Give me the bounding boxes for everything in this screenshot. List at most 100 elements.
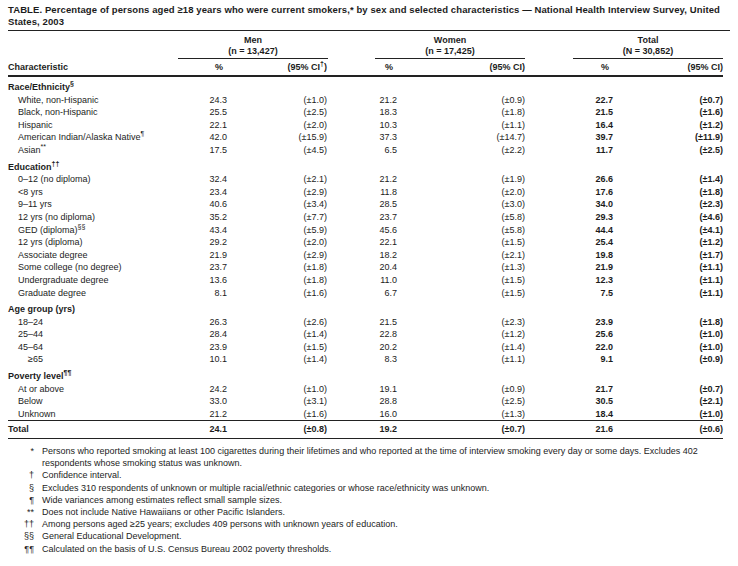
row-label-cell: Below xyxy=(8,395,178,408)
table-row: ≥6510.1(±1.4)8.3(±1.1)9.1(±0.9) xyxy=(8,353,723,366)
section-row: Poverty level¶¶ xyxy=(8,366,723,383)
cell-total-ci: (±1.0) xyxy=(613,408,723,421)
cell-total-pct: 7.5 xyxy=(525,287,613,300)
cell-women-ci: (±2.0) xyxy=(397,186,525,199)
table-row: At or above24.2(±1.0)19.1(±0.9)21.7(±0.7… xyxy=(8,383,723,396)
cell-men-ci: (±1.6) xyxy=(227,287,327,300)
men-ci-header: (95% CI†) xyxy=(227,59,327,76)
row-label: 25–44 xyxy=(18,329,43,339)
cell-women-ci: (±14.7) xyxy=(397,131,525,144)
cell-men-ci: (±5.9) xyxy=(227,224,327,237)
section-spacer xyxy=(178,76,723,94)
row-label-cell: Unknown xyxy=(8,408,178,421)
cell-women-ci: (±5.8) xyxy=(397,224,525,237)
row-label-cell: 12 yrs (no diploma) xyxy=(8,211,178,224)
footnote-symbol: ¶ xyxy=(8,494,34,506)
cell-total-pct: 30.5 xyxy=(525,395,613,408)
table-row: 9–11 yrs40.6(±3.4)28.5(±3.0)34.0(±2.3) xyxy=(8,198,723,211)
cell-total-pct: 21.5 xyxy=(525,106,613,119)
title-rule xyxy=(8,30,730,31)
footnote: **Does not include Native Hawaiians or o… xyxy=(8,506,730,518)
cell-total-pct: 16.4 xyxy=(525,119,613,132)
footnote-marker: ¶ xyxy=(141,130,145,137)
section-spacer xyxy=(178,366,723,383)
footnote-marker: †† xyxy=(52,160,60,167)
row-label: Total xyxy=(8,424,29,434)
cell-total-ci: (±1.0) xyxy=(613,328,723,341)
cell-men-pct: 23.4 xyxy=(178,186,227,199)
row-label-cell: Black, non-Hispanic xyxy=(8,106,178,119)
table-row: GED (diploma)§§43.4(±5.9)45.6(±5.8)44.4(… xyxy=(8,224,723,237)
cell-women-ci: (±1.1) xyxy=(397,119,525,132)
footnote-symbol: * xyxy=(8,445,34,469)
cell-men-ci: (±2.9) xyxy=(227,249,327,262)
cell-total-ci: (±11.9) xyxy=(613,131,723,144)
cell-total-pct: 22.0 xyxy=(525,341,613,354)
group-total-n: (N = 30,852) xyxy=(573,46,723,57)
cell-men-pct: 21.2 xyxy=(178,408,227,421)
cell-women-ci: (±5.8) xyxy=(397,211,525,224)
cell-women-ci: (±1.5) xyxy=(397,236,525,249)
cell-men-pct: 25.5 xyxy=(178,106,227,119)
table-row: 12 yrs (diploma)29.2(±2.0)22.1(±1.5)25.4… xyxy=(8,236,723,249)
cell-women-pct: 6.5 xyxy=(327,144,397,157)
row-label: Poverty level xyxy=(8,371,64,381)
footnote-symbol: †† xyxy=(8,518,34,530)
row-label: Some college (no degree) xyxy=(18,262,122,272)
total-pct-header: % xyxy=(525,59,613,76)
row-label-cell: Education†† xyxy=(8,157,178,174)
cell-total-ci: (±0.7) xyxy=(613,94,723,107)
footnote-text: Among persons aged ≥25 years; excludes 4… xyxy=(34,518,730,530)
row-label: Graduate degree xyxy=(18,288,86,298)
table-row: Associate degree21.9(±2.9)18.2(±2.1)19.8… xyxy=(8,249,723,262)
cell-men-pct: 24.1 xyxy=(178,421,227,439)
cell-men-pct: 10.1 xyxy=(178,353,227,366)
table-row: 45–6423.9(±1.5)20.2(±1.4)22.0(±1.0) xyxy=(8,341,723,354)
cell-total-ci: (±1.2) xyxy=(613,236,723,249)
cell-total-ci: (±1.4) xyxy=(613,173,723,186)
footnotes: *Persons who reported smoking at least 1… xyxy=(8,445,730,555)
cell-women-ci: (±1.8) xyxy=(397,106,525,119)
cell-men-pct: 32.4 xyxy=(178,173,227,186)
cell-women-pct: 20.2 xyxy=(327,341,397,354)
footnote-marker: ** xyxy=(41,143,46,150)
cell-total-ci: (±1.0) xyxy=(613,341,723,354)
row-label: At or above xyxy=(18,384,64,394)
cell-total-ci: (±1.7) xyxy=(613,249,723,262)
row-label-cell: 25–44 xyxy=(8,328,178,341)
footnote-marker: § xyxy=(70,80,74,87)
table-row: 18–2426.3(±2.6)21.5(±2.3)23.9(±1.8) xyxy=(8,316,723,329)
cell-total-ci: (±4.6) xyxy=(613,211,723,224)
total-row: Total24.1(±0.8)19.2(±0.7)21.6(±0.6) xyxy=(8,421,723,439)
men-pct-header: % xyxy=(178,59,227,76)
cell-men-pct: 40.6 xyxy=(178,198,227,211)
cell-men-pct: 24.3 xyxy=(178,94,227,107)
cell-women-ci: (±2.1) xyxy=(397,249,525,262)
footnote-symbol: §§ xyxy=(8,530,34,542)
cell-total-pct: 29.3 xyxy=(525,211,613,224)
table-body: Race/Ethnicity§White, non-Hispanic24.3(±… xyxy=(8,76,723,439)
section-spacer xyxy=(178,157,723,174)
cell-women-pct: 37.3 xyxy=(327,131,397,144)
row-label: Hispanic xyxy=(18,120,53,130)
cell-total-ci: (±1.1) xyxy=(613,274,723,287)
cell-women-ci: (±1.5) xyxy=(397,274,525,287)
footnote: ††Among persons aged ≥25 years; excludes… xyxy=(8,518,730,530)
group-women-rule: Women (n = 17,425) xyxy=(375,33,525,59)
cell-total-ci: (±2.3) xyxy=(613,198,723,211)
cell-men-ci: (±1.4) xyxy=(227,353,327,366)
row-label-cell: Graduate degree xyxy=(8,287,178,300)
cell-women-pct: 6.7 xyxy=(327,287,397,300)
group-header-row: Men (n = 13,427) Women (n = 17,425) Tota… xyxy=(8,33,723,59)
table-row: Undergraduate degree13.6(±1.8)11.0(±1.5)… xyxy=(8,274,723,287)
cell-women-ci: (±1.3) xyxy=(397,261,525,274)
cell-women-pct: 8.3 xyxy=(327,353,397,366)
cell-women-pct: 16.0 xyxy=(327,408,397,421)
cell-women-pct: 21.2 xyxy=(327,94,397,107)
cell-total-pct: 39.7 xyxy=(525,131,613,144)
total-ci-header: (95% CI) xyxy=(613,59,723,76)
cell-men-pct: 29.2 xyxy=(178,236,227,249)
row-label-cell: Poverty level¶¶ xyxy=(8,366,178,383)
cell-women-ci: (±2.2) xyxy=(397,144,525,157)
table-title: TABLE. Percentage of persons aged ≥18 ye… xyxy=(8,4,730,27)
